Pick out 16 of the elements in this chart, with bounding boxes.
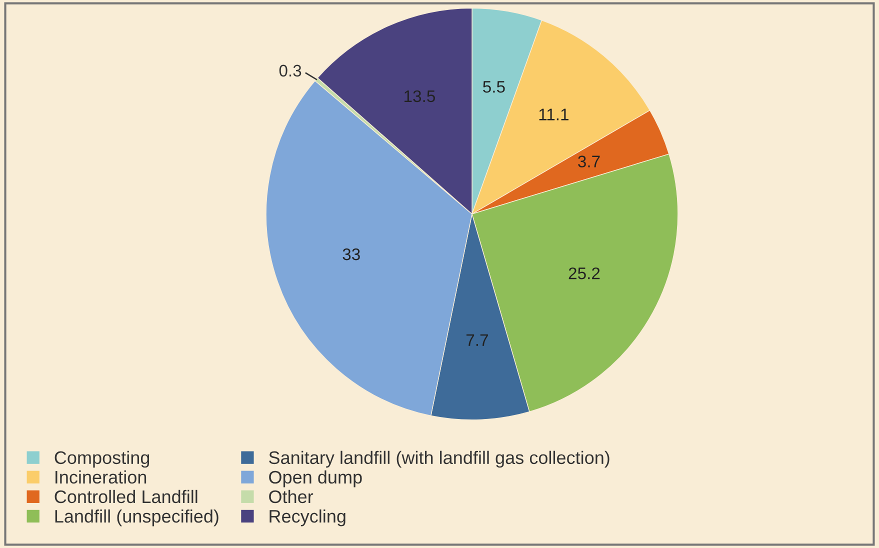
legend-label: Composting bbox=[54, 450, 150, 468]
data-label: 25.2 bbox=[568, 267, 600, 280]
legend-label: Recycling bbox=[270, 509, 346, 526]
data-label: 0.3 bbox=[279, 64, 302, 77]
data-label: 33 bbox=[342, 248, 360, 260]
data-label: 13.5 bbox=[404, 90, 435, 102]
legend-label: Incineration bbox=[56, 470, 146, 484]
legend-label: Landfill (unspecified) bbox=[55, 509, 218, 526]
legend-label: Controlled Landfill bbox=[54, 490, 198, 504]
legend-label: Other bbox=[269, 490, 314, 504]
data-label: 5.5 bbox=[483, 81, 505, 93]
legend-label: Open dump bbox=[269, 470, 362, 488]
data-label: 7.7 bbox=[466, 334, 488, 346]
data-label: 3.7 bbox=[578, 156, 600, 168]
data-label: 11.1 bbox=[539, 108, 568, 120]
legend-label: Sanitary landfill (with landfill gas collection) bbox=[269, 450, 610, 468]
